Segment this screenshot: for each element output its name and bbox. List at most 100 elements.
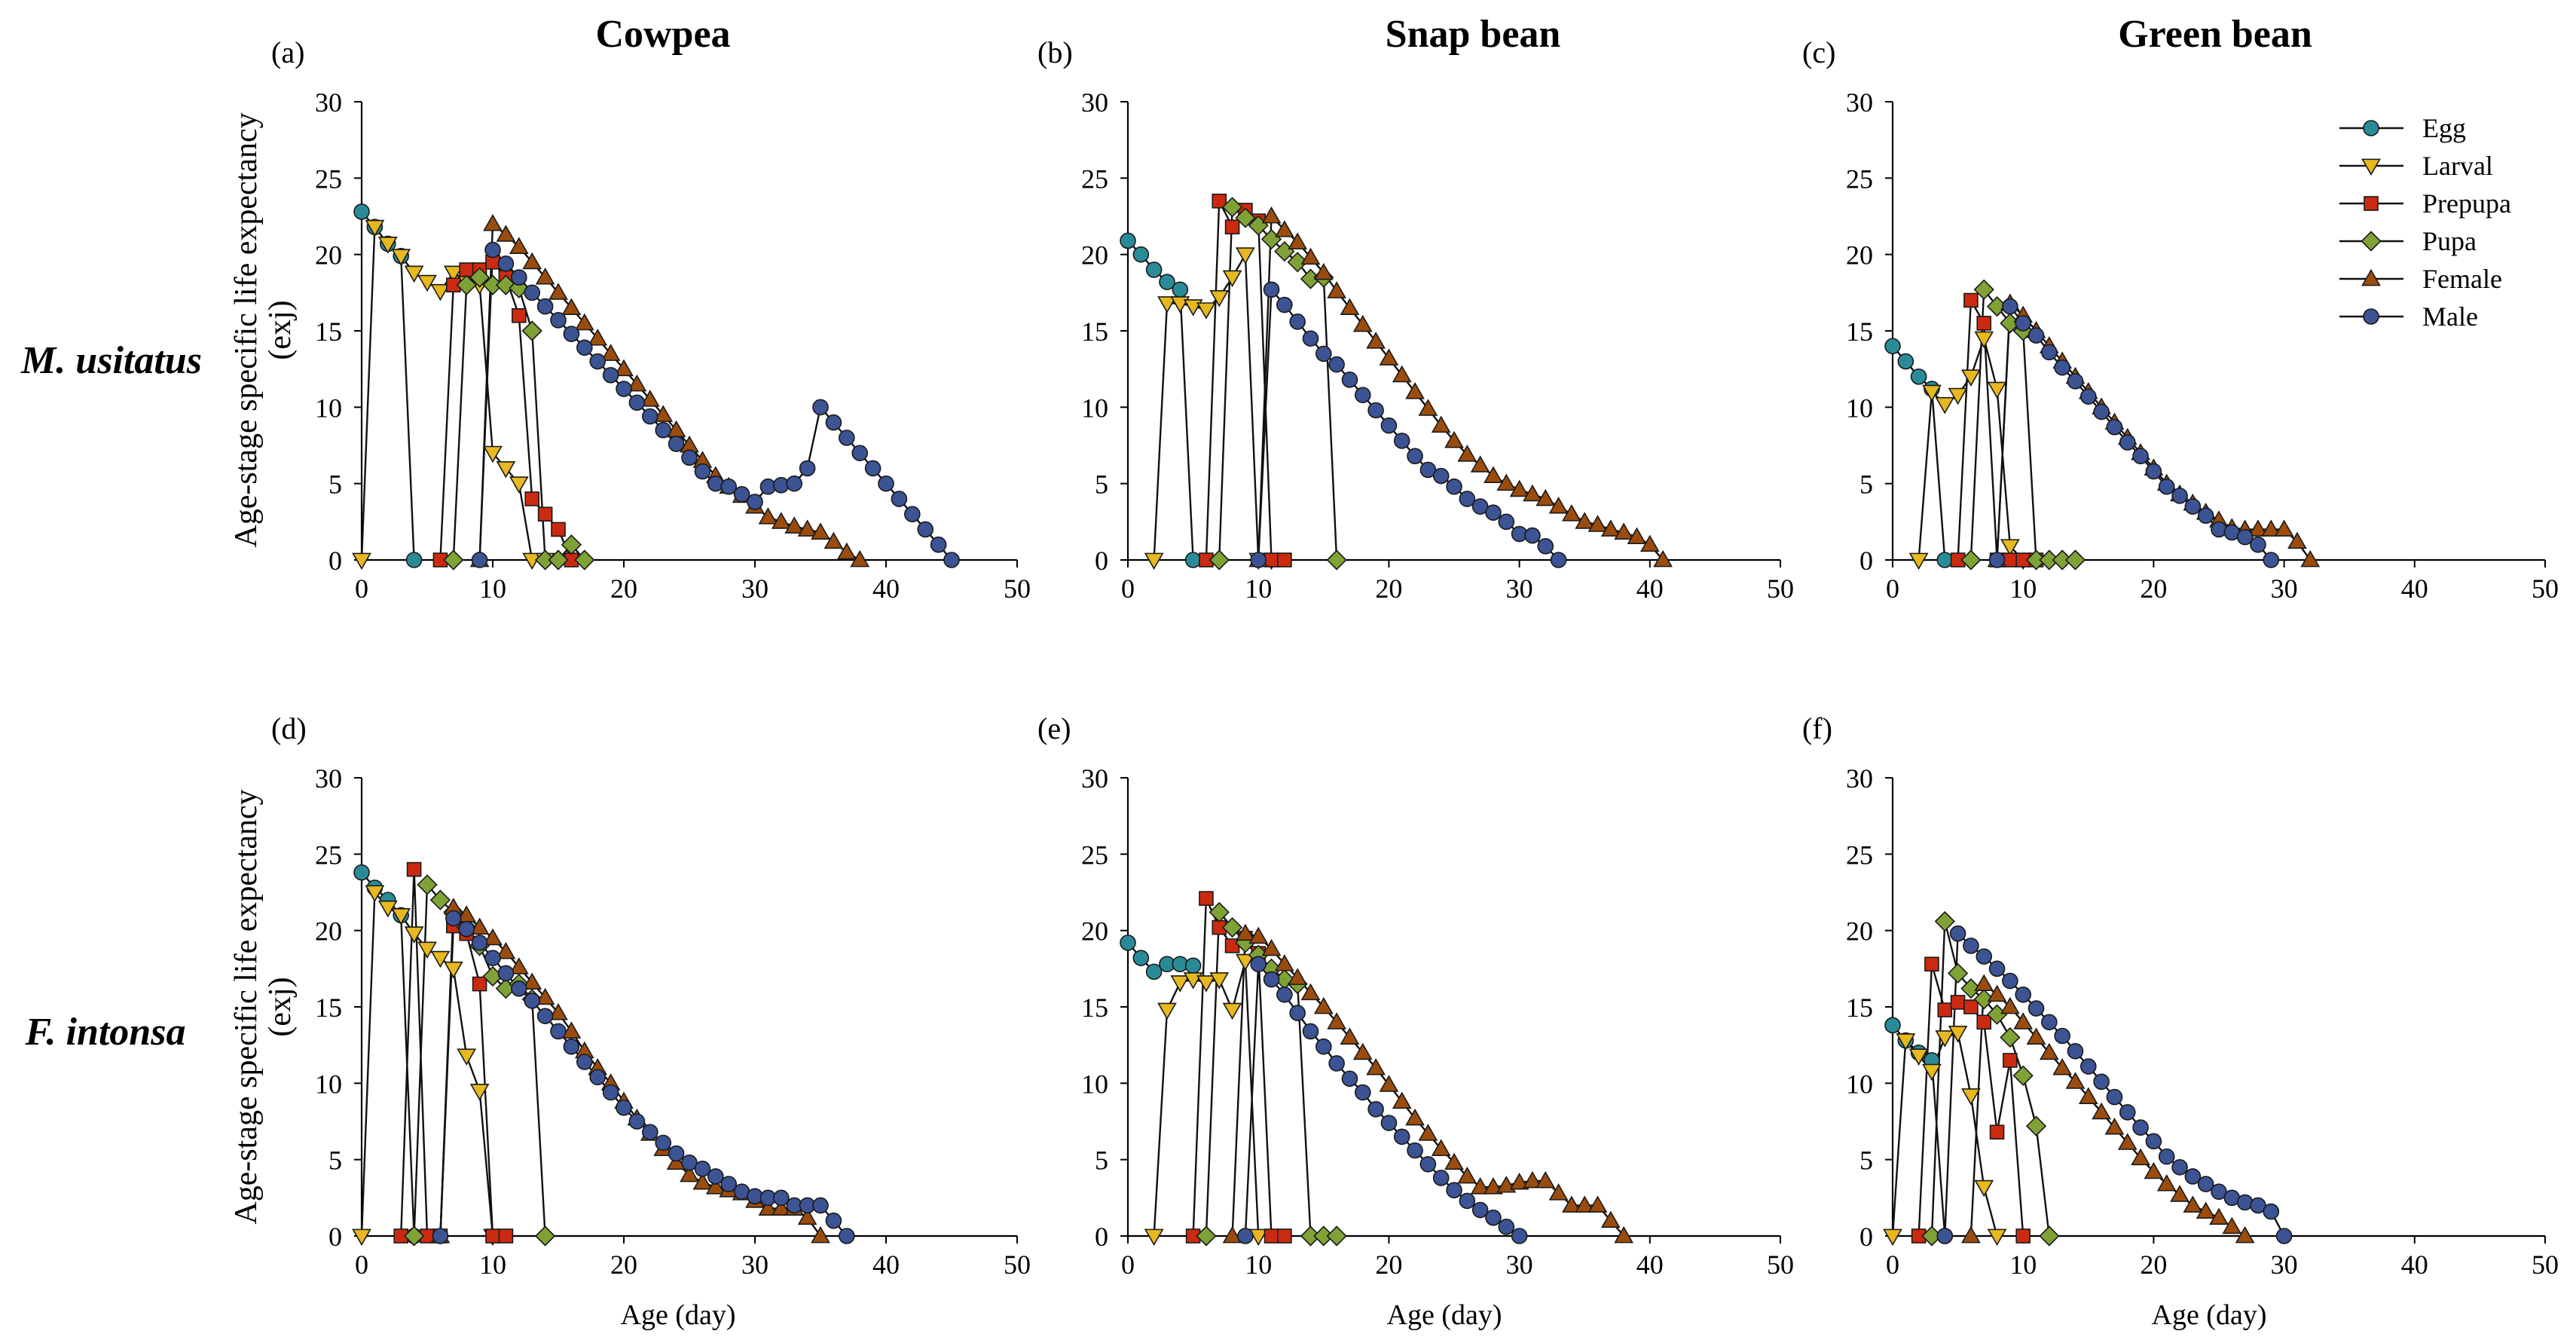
point-egg-c (1884, 338, 1901, 355)
point-male-a (681, 449, 698, 467)
point-larval-e (1144, 1228, 1164, 1247)
y-tick-label-f-10: 10 (1846, 1069, 1873, 1099)
point-female-a (522, 252, 542, 270)
point-female-b (1470, 455, 1490, 473)
x-tick-label-f-50: 50 (2532, 1250, 2559, 1280)
point-prepupa-b (1277, 552, 1292, 568)
point-male-a (943, 552, 960, 568)
point-female-e (1600, 1210, 1621, 1228)
point-prepupa-b (1224, 219, 1240, 234)
point-prepupa-f (1950, 995, 1966, 1010)
point-female-e (1236, 923, 1255, 941)
point-larval-d (365, 885, 385, 903)
point-male-a (668, 436, 685, 452)
point-larval-f (1908, 1048, 1929, 1066)
y-tick-label-e-25: 25 (1081, 840, 1108, 870)
point-male-d (655, 1134, 672, 1152)
x-tick-label-f-10: 10 (2009, 1250, 2037, 1280)
point-female-f (2235, 1225, 2255, 1244)
point-female-e (1457, 1166, 1477, 1184)
point-female-b (1313, 262, 1334, 280)
point-female-d (771, 1198, 791, 1216)
y-tick-label-d-10: 10 (315, 1069, 342, 1099)
point-egg-d (353, 864, 370, 881)
point-prepupa-b (1212, 193, 1227, 209)
point-male-f (2184, 1168, 2202, 1185)
y-tick-label-d-30: 30 (315, 763, 342, 794)
point-female-e (1261, 938, 1282, 956)
point-male-f (2106, 1088, 2123, 1106)
panel-label-b: (b) (1037, 35, 1073, 69)
point-male-e (1302, 1023, 1319, 1040)
legend-entry-female: Female (2339, 264, 2502, 294)
point-male-d (694, 1161, 711, 1177)
point-larval-d (469, 1084, 490, 1101)
point-egg-e (1184, 957, 1202, 974)
legend-marker-egg (2363, 120, 2379, 136)
point-larval-e (1170, 975, 1190, 993)
point-larval-a (443, 265, 463, 283)
point-male-b (1302, 330, 1319, 347)
x-tick-label-c-20: 20 (2140, 574, 2167, 604)
series-markers-female-e (1222, 923, 1634, 1244)
point-male-f (1949, 925, 1966, 942)
point-larval-c (1922, 384, 1942, 402)
point-male-c (2093, 403, 2110, 421)
point-male-c (2197, 507, 2214, 525)
y-tick-label-c-0: 0 (1859, 546, 1873, 576)
x-tick-label-a-50: 50 (1004, 574, 1031, 604)
point-larval-a (377, 237, 398, 254)
point-female-a (627, 374, 647, 392)
point-male-b (1276, 296, 1293, 314)
point-pupa-d (417, 874, 438, 895)
series-markers-larval-a (352, 219, 555, 571)
y-tick-label-a-20: 20 (315, 240, 342, 271)
point-male-e (1354, 1084, 1371, 1101)
x-tick-label-b-10: 10 (1245, 574, 1272, 604)
legend-entry-egg: Egg (2339, 113, 2466, 143)
x-axis-titles: Age (day) Age (day) Age (day) (621, 1299, 2267, 1331)
point-male-c (2054, 359, 2070, 376)
point-female-b (1484, 466, 1503, 483)
point-egg-c (1936, 552, 1954, 568)
row-label-f-intonsa: F. intonsa (25, 1011, 186, 1054)
point-female-a (850, 549, 870, 568)
x-tick-label-d-50: 50 (1004, 1250, 1031, 1280)
x-tick-label-e-30: 30 (1506, 1250, 1533, 1280)
point-female-b (1562, 504, 1581, 522)
point-pupa-f (1947, 962, 1969, 984)
point-prepupa-d (498, 1228, 514, 1244)
series-markers-larval-e (1144, 953, 1269, 1247)
y-tick-label-a-15: 15 (315, 317, 342, 347)
series-markers-female-f (1961, 974, 2255, 1244)
point-male-f (2275, 1228, 2293, 1244)
point-female-b (1379, 348, 1399, 366)
y-tick-label-d-0: 0 (328, 1222, 342, 1252)
point-prepupa-d (472, 976, 487, 992)
point-prepupa-e (1199, 891, 1214, 906)
point-male-f (2132, 1119, 2149, 1136)
point-female-e (1614, 1225, 1634, 1244)
point-female-b (1444, 430, 1464, 448)
series-line-larval-f (1891, 1031, 1998, 1237)
point-egg-b (1172, 281, 1189, 298)
point-larval-f (1883, 1228, 1902, 1247)
point-larval-f (1922, 1063, 1942, 1081)
series-line-female-a (478, 222, 860, 561)
point-female-e (1418, 1124, 1438, 1141)
point-pupa-a (574, 549, 595, 571)
point-larval-f (1896, 1033, 1916, 1051)
legend-entry-male: Male (2339, 301, 2478, 332)
point-female-a (509, 237, 529, 254)
point-pupa-a (469, 267, 490, 288)
point-larval-a (365, 219, 385, 237)
point-pupa-c (2064, 549, 2086, 571)
point-female-c (2287, 531, 2307, 549)
point-male-f (2067, 1042, 2084, 1060)
point-female-b (1418, 399, 1438, 416)
point-female-a (561, 298, 582, 316)
point-female-f (2131, 1148, 2150, 1166)
point-female-e (1352, 1042, 1373, 1060)
y-tick-label-d-20: 20 (315, 916, 342, 947)
point-prepupa-a (511, 307, 527, 323)
